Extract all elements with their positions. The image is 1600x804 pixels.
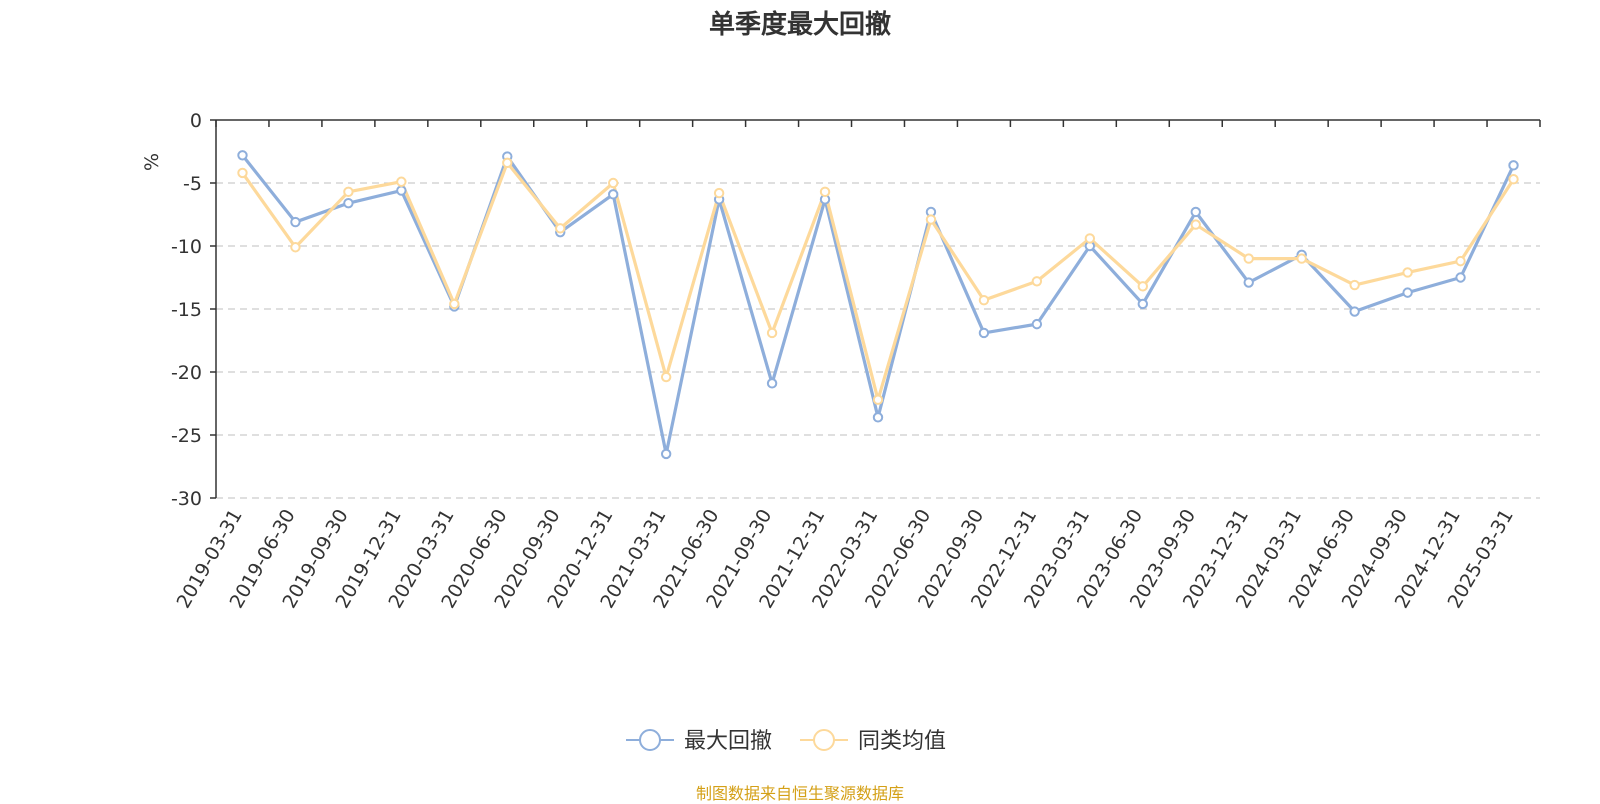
data-point[interactable] (1190, 219, 1201, 230)
series-line (241, 154, 1515, 456)
data-point[interactable] (1190, 206, 1201, 218)
data-point[interactable] (343, 197, 354, 209)
data-point[interactable] (660, 371, 672, 383)
legend-item[interactable]: 同类均值 (800, 729, 946, 754)
data-point[interactable] (1508, 160, 1519, 171)
axes (210, 119, 1541, 499)
chart-title: 单季度最大回撤 (708, 10, 891, 40)
y-tick-labels: 0 -5 -10 -15 -20 -25 -30 (171, 110, 202, 510)
legend: 最大回撤 同类均值 (626, 729, 946, 754)
y-tick-label: -5 (183, 173, 202, 195)
data-point[interactable] (237, 150, 248, 161)
series-layer (237, 150, 1519, 460)
data-point[interactable] (872, 412, 884, 423)
data-point[interactable] (290, 216, 301, 228)
legend-marker-icon (813, 729, 835, 751)
data-point[interactable] (1349, 306, 1360, 317)
y-tick-label: -30 (171, 488, 202, 510)
y-tick-label: -10 (171, 236, 202, 258)
y-axis-unit-label: % (141, 153, 163, 171)
line-chart: % 0 -5 -10 -15 -20 -25 -30 2019-03-312019-06-3… (141, 110, 1541, 754)
data-point[interactable] (1296, 253, 1307, 264)
data-point[interactable] (978, 327, 990, 339)
data-point[interactable] (713, 187, 725, 199)
data-point[interactable] (978, 294, 990, 306)
legend-item[interactable]: 最大回撤 (626, 729, 772, 754)
data-point[interactable] (1031, 276, 1043, 287)
y-tick-label: -20 (171, 362, 202, 384)
legend-label: 最大回撤 (684, 729, 772, 754)
data-point[interactable] (237, 167, 248, 179)
data-point[interactable] (608, 189, 619, 200)
data-point[interactable] (1455, 272, 1466, 283)
y-tick-label: 0 (190, 110, 202, 132)
data-point[interactable] (290, 242, 301, 253)
data-point[interactable] (502, 157, 513, 169)
data-point[interactable] (1243, 253, 1254, 264)
data-point[interactable] (766, 378, 778, 389)
y-tick-label: -25 (171, 425, 202, 447)
data-point[interactable] (766, 327, 778, 339)
data-point[interactable] (660, 448, 672, 460)
data-point[interactable] (819, 186, 831, 198)
y-tick-label: -15 (171, 299, 202, 321)
data-point[interactable] (1137, 298, 1149, 310)
data-point[interactable] (1402, 287, 1413, 298)
source-note: 制图数据来自恒生聚源数据库 (695, 784, 904, 803)
series-line (241, 161, 1515, 402)
data-point[interactable] (608, 177, 619, 189)
data-point[interactable] (449, 298, 460, 310)
data-point[interactable] (343, 186, 354, 198)
data-point[interactable] (1508, 174, 1519, 185)
data-point[interactable] (1243, 277, 1254, 288)
data-point[interactable] (1137, 281, 1149, 292)
data-point[interactable] (1455, 255, 1466, 267)
legend-label: 同类均值 (858, 729, 946, 754)
data-point[interactable] (1031, 318, 1043, 330)
data-point[interactable] (1349, 279, 1360, 291)
legend-marker-icon (639, 729, 661, 751)
data-point[interactable] (872, 394, 884, 405)
data-point[interactable] (1402, 267, 1413, 278)
data-point[interactable] (396, 176, 407, 187)
x-tick-labels: 2019-03-312019-06-302019-09-302019-12-31… (173, 505, 1518, 612)
data-point[interactable] (1084, 233, 1096, 244)
data-point[interactable] (925, 214, 937, 225)
data-point[interactable] (396, 185, 407, 196)
data-point[interactable] (555, 223, 566, 234)
grid-lines (216, 182, 1540, 499)
